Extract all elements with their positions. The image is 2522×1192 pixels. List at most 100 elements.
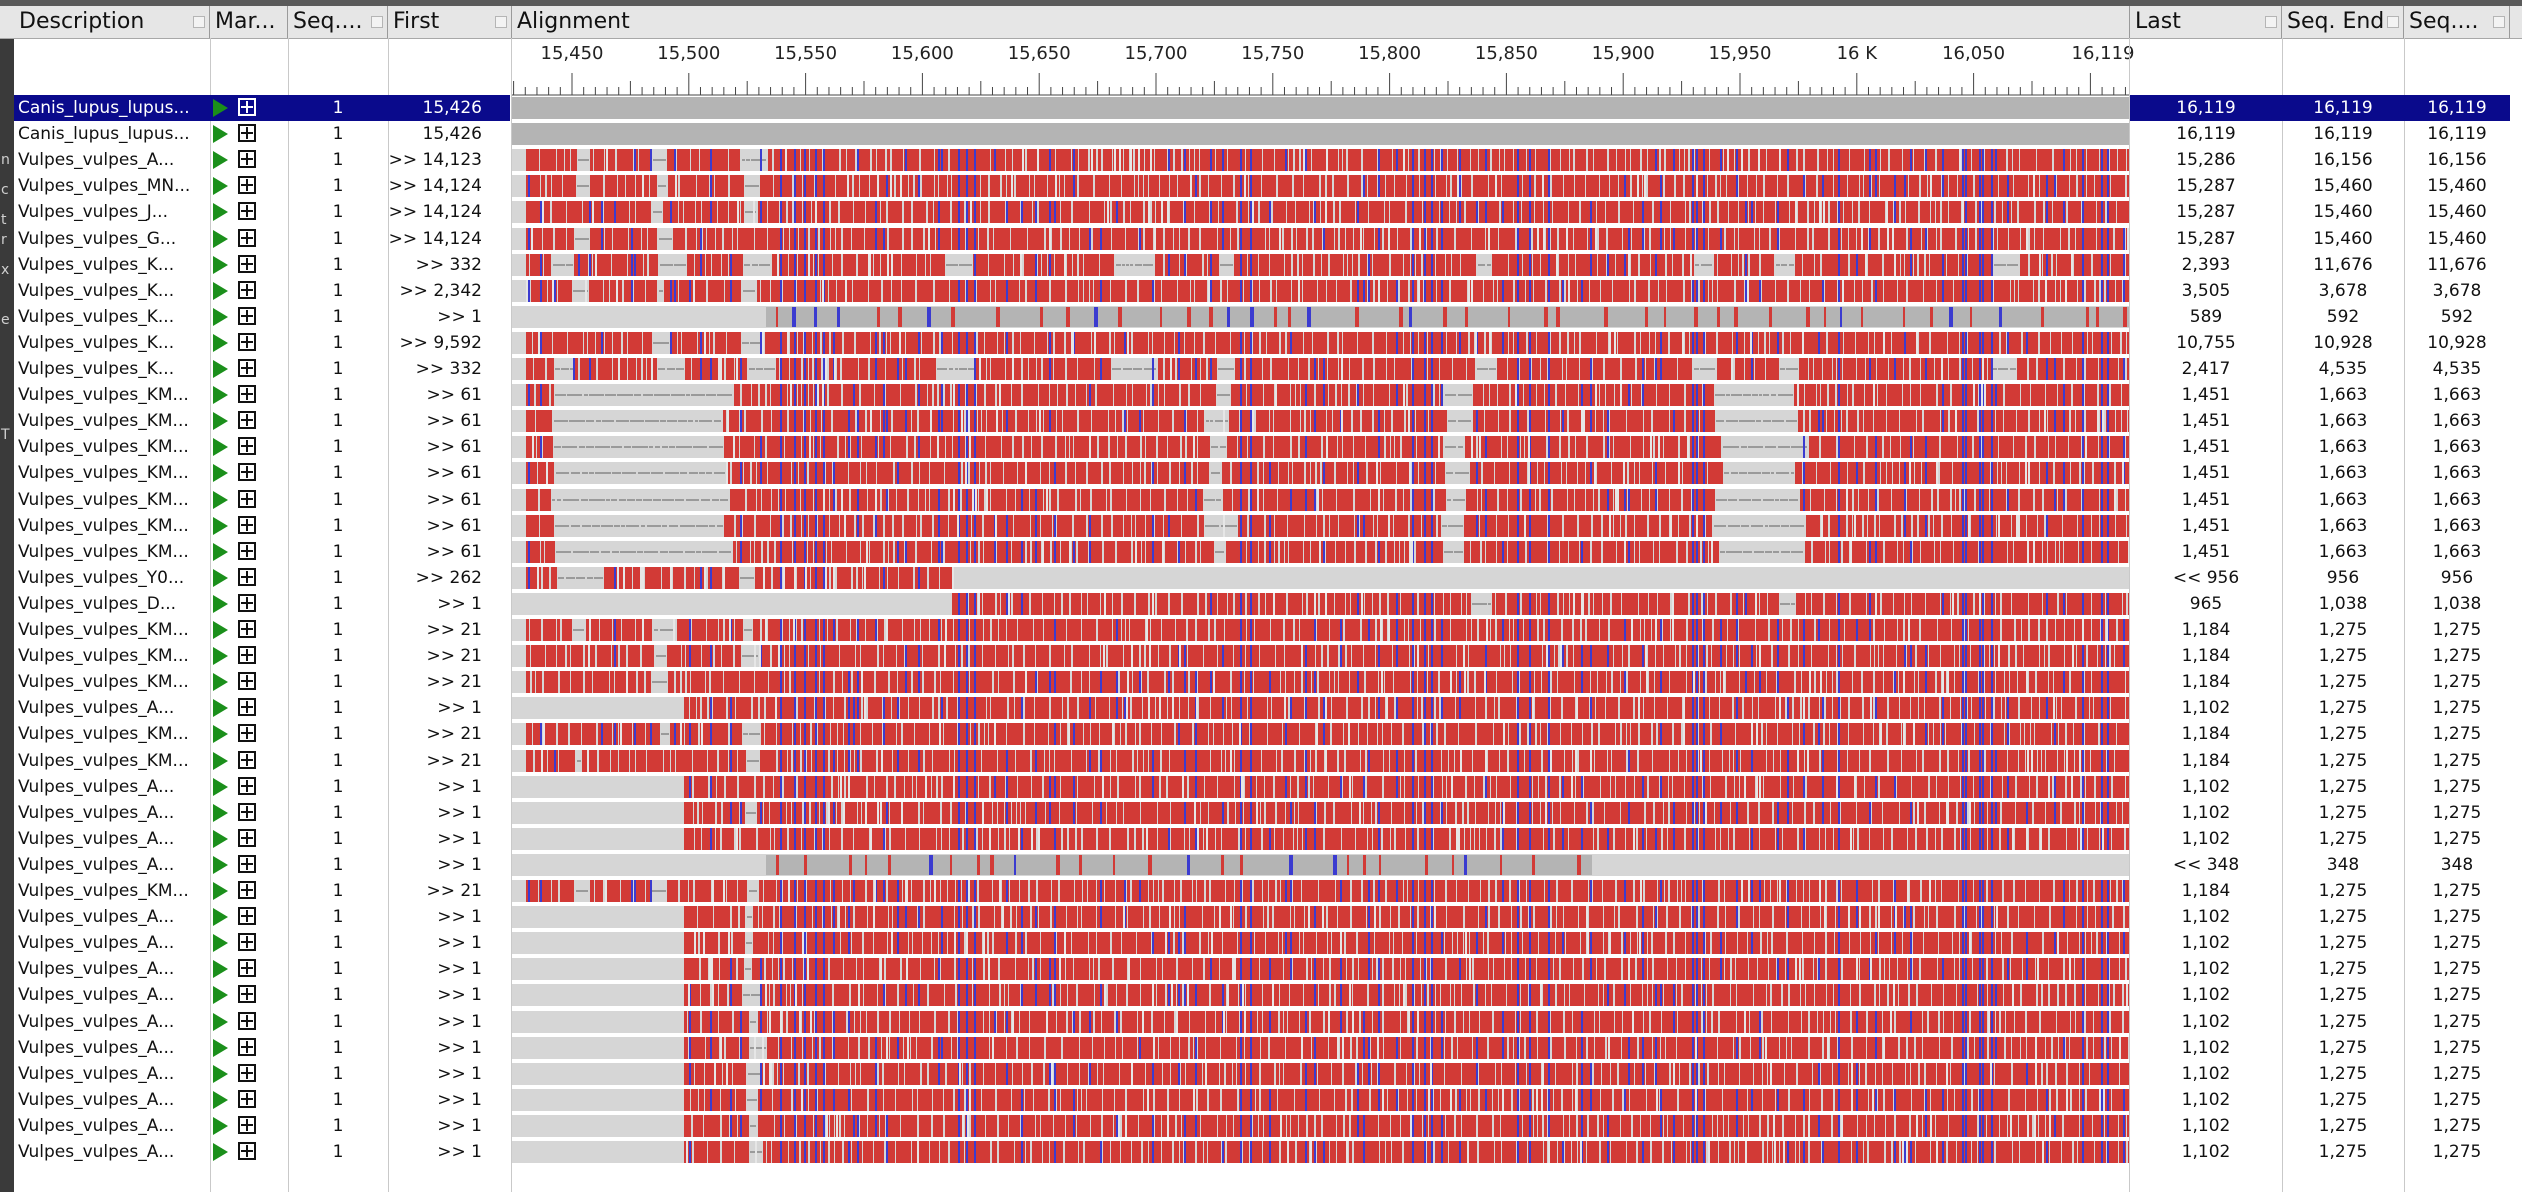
sequence-description[interactable]: Canis_lupus_lupus... [14, 95, 210, 121]
sequence-row[interactable]: Vulpes_vulpes_KM... 1 >> 61 1,451 1,663 1,663 [0, 487, 2522, 513]
expand-plus-icon[interactable] [238, 698, 256, 717]
sequence-description[interactable]: Vulpes_vulpes_KM... [18, 463, 189, 484]
expand-plus-icon[interactable] [238, 437, 256, 456]
alignment-track[interactable] [512, 123, 2129, 146]
sequence-row[interactable]: Vulpes_vulpes_KM... 1 >> 21 1,184 1,275 1,275 [0, 721, 2522, 747]
sequence-description[interactable]: Vulpes_vulpes_Y0... [18, 567, 185, 588]
expand-plus-icon[interactable] [238, 98, 256, 116]
sequence-description[interactable]: Vulpes_vulpes_KM... [18, 489, 189, 510]
sequence-description[interactable]: Vulpes_vulpes_K... [18, 280, 175, 301]
alignment-track[interactable] [512, 305, 2129, 328]
play-icon[interactable] [213, 255, 228, 274]
alignment-track[interactable] [512, 358, 2129, 380]
sequence-row[interactable]: Vulpes_vulpes_K... 1 >> 332 2,393 11,676 11,6… [0, 252, 2522, 278]
alignment-track[interactable] [512, 279, 2129, 302]
alignment-track[interactable] [512, 227, 2129, 250]
expand-plus-icon[interactable] [238, 620, 256, 638]
play-icon[interactable] [213, 151, 228, 170]
sequence-description[interactable]: Vulpes_vulpes_MN... [18, 176, 191, 197]
expand-plus-icon[interactable] [238, 254, 256, 273]
play-icon[interactable] [213, 516, 228, 535]
alignment-track[interactable] [512, 462, 2129, 485]
play-icon[interactable] [213, 99, 228, 117]
sequence-row[interactable]: Vulpes_vulpes_KM... 1 >> 21 1,184 1,275 1,275 [0, 669, 2522, 695]
play-icon[interactable] [213, 229, 228, 248]
expand-plus-icon[interactable] [238, 332, 256, 351]
sort-icon[interactable] [2387, 16, 2399, 28]
alignment-track[interactable] [512, 566, 2129, 589]
play-icon[interactable] [213, 673, 228, 692]
sequence-description[interactable]: Vulpes_vulpes_D... [18, 593, 177, 614]
alignment-track[interactable] [512, 619, 2129, 641]
sequence-description[interactable]: Vulpes_vulpes_KM... [18, 541, 189, 562]
sequence-row[interactable]: Vulpes_vulpes_Y0... 1 >> 262 << 956 956 956 [0, 565, 2522, 591]
column-header-description[interactable]: Description [14, 6, 210, 38]
sequence-description[interactable]: Vulpes_vulpes_A... [18, 150, 175, 171]
sequence-description[interactable]: Vulpes_vulpes_K... [18, 306, 175, 327]
alignment-track[interactable] [512, 540, 2129, 563]
column-header-alignment[interactable]: Alignment [512, 6, 2130, 38]
sequence-row[interactable]: Vulpes_vulpes_A... 1 >> 14,123 15,286 16,156… [0, 147, 2522, 173]
sequence-row[interactable]: Vulpes_vulpes_G... 1 >> 14,124 15,287 15,460… [0, 226, 2522, 252]
play-icon[interactable] [213, 594, 228, 613]
alignment-track[interactable] [512, 488, 2129, 511]
alignment-track[interactable] [512, 253, 2129, 276]
play-icon[interactable] [213, 647, 228, 666]
play-icon[interactable] [213, 699, 228, 718]
sequence-row[interactable]: Vulpes_vulpes_KM... 1 >> 61 1,451 1,663 1,663 [0, 539, 2522, 565]
sequence-row[interactable]: Vulpes_vulpes_KM... 1 >> 61 1,451 1,663 1,663 [0, 382, 2522, 408]
sequence-description[interactable]: Vulpes_vulpes_K... [18, 332, 175, 353]
alignment-track[interactable] [512, 331, 2129, 354]
alignment-track[interactable] [512, 436, 2129, 459]
column-header-last[interactable]: Last [2130, 6, 2282, 38]
sequence-description[interactable]: Vulpes_vulpes_K... [18, 254, 175, 275]
sort-icon[interactable] [193, 16, 205, 28]
play-icon[interactable] [213, 568, 228, 587]
expand-plus-icon[interactable] [238, 228, 256, 247]
column-header-seq-start[interactable]: Seq.... [288, 6, 388, 38]
sequence-description[interactable]: Vulpes_vulpes_KM... [18, 646, 189, 667]
expand-plus-icon[interactable] [238, 541, 256, 560]
sequence-row[interactable]: Vulpes_vulpes_K... 1 >> 9,592 10,755 10,928 1… [0, 330, 2522, 356]
sequence-row[interactable]: Vulpes_vulpes_KM... 1 >> 61 1,451 1,663 1,663 [0, 513, 2522, 539]
alignment-track[interactable] [512, 97, 2129, 119]
expand-plus-icon[interactable] [238, 593, 256, 612]
sequence-description[interactable]: Canis_lupus_lupus... [18, 124, 190, 145]
sequence-row[interactable]: Vulpes_vulpes_KM... 1 >> 21 1,184 1,275 1,275 [0, 643, 2522, 669]
sequence-description[interactable]: Vulpes_vulpes_G... [18, 228, 177, 249]
expand-plus-icon[interactable] [238, 646, 256, 665]
play-icon[interactable] [213, 125, 228, 144]
play-icon[interactable] [213, 386, 228, 405]
expand-plus-icon[interactable] [238, 176, 256, 195]
expand-plus-icon[interactable] [238, 515, 256, 534]
sequence-description[interactable]: Vulpes_vulpes_J... [18, 202, 168, 223]
expand-plus-icon[interactable] [238, 150, 256, 169]
sequence-description[interactable]: Vulpes_vulpes_A... [18, 698, 175, 719]
alignment-track[interactable] [512, 384, 2129, 407]
sequence-row[interactable]: Canis_lupus_lupus... 1 15,426 16,119 16,119 1… [0, 121, 2522, 147]
sequence-description[interactable]: Vulpes_vulpes_KM... [18, 724, 189, 745]
alignment-track[interactable] [512, 645, 2129, 668]
sequence-row[interactable]: Vulpes_vulpes_J... 1 >> 14,124 15,287 15,460… [0, 199, 2522, 225]
play-icon[interactable] [213, 725, 228, 744]
sequence-description[interactable]: Vulpes_vulpes_KM... [18, 437, 189, 458]
column-header-first[interactable]: First [388, 6, 512, 38]
alignment-track[interactable] [512, 149, 2129, 172]
alignment-track[interactable] [512, 723, 2129, 746]
sequence-row[interactable]: Vulpes_vulpes_KM... 1 >> 61 1,451 1,663 1,663 [0, 408, 2522, 434]
expand-plus-icon[interactable] [238, 489, 256, 508]
sequence-description[interactable]: Vulpes_vulpes_KM... [18, 515, 189, 536]
sort-icon[interactable] [371, 16, 383, 28]
sequence-row[interactable]: Vulpes_vulpes_K... 1 >> 332 2,417 4,535 4,535 [0, 356, 2522, 382]
play-icon[interactable] [213, 360, 228, 378]
sequence-row[interactable]: Canis_lupus_lupus... 1 15,426 16,119 16,119 1… [0, 95, 2522, 121]
sort-icon[interactable] [2265, 16, 2277, 28]
sequence-description[interactable]: Vulpes_vulpes_KM... [18, 411, 189, 432]
play-icon[interactable] [213, 621, 228, 639]
sequence-row[interactable]: Vulpes_vulpes_K... 1 >> 2,342 3,505 3,678 3,6… [0, 278, 2522, 304]
alignment-track[interactable] [512, 410, 2129, 433]
sequence-row[interactable]: Vulpes_vulpes_MN... 1 >> 14,124 15,287 15,46… [0, 173, 2522, 199]
expand-plus-icon[interactable] [238, 359, 256, 377]
expand-plus-icon[interactable] [238, 306, 256, 325]
play-icon[interactable] [213, 542, 228, 561]
